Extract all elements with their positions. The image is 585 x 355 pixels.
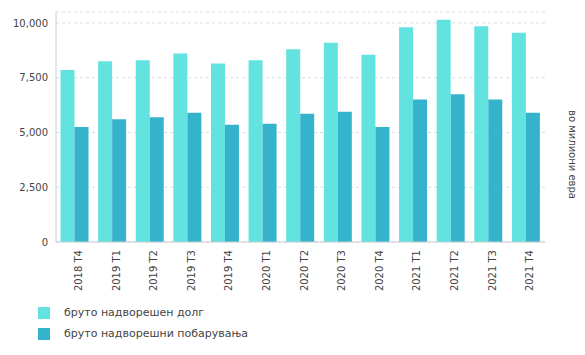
svg-text:2019 T4: 2019 T4 bbox=[223, 250, 234, 291]
svg-text:2020 T4: 2020 T4 bbox=[374, 250, 385, 291]
svg-text:2020 T1: 2020 T1 bbox=[261, 250, 272, 291]
html-text:бруто надворешни побарувања: бруто надворешни побарувања bbox=[64, 327, 249, 340]
svg-text:2018 T4: 2018 T4 bbox=[73, 250, 84, 291]
svg-text:2,500: 2,500 bbox=[19, 182, 48, 193]
svg-text:2021 T4: 2021 T4 bbox=[524, 250, 535, 291]
svg-text:2019 T1: 2019 T1 bbox=[111, 250, 122, 291]
html-text:бруто надворешен долг: бруто надворешен долг bbox=[64, 306, 205, 319]
svg-text:2021 T2: 2021 T2 bbox=[449, 250, 460, 291]
svg-text:10,000: 10,000 bbox=[13, 18, 48, 29]
svg-text:2019 T3: 2019 T3 bbox=[186, 250, 197, 291]
svg-text:5,000: 5,000 bbox=[19, 127, 48, 138]
svg-text:2021 T3: 2021 T3 bbox=[487, 250, 498, 291]
svg-text:2020 T3: 2020 T3 bbox=[336, 250, 347, 291]
svg-text:0: 0 bbox=[42, 237, 48, 248]
svg-text:2021 T1: 2021 T1 bbox=[411, 250, 422, 291]
svg-text:2019 T2: 2019 T2 bbox=[148, 250, 159, 291]
svg-text:2020 T2: 2020 T2 bbox=[299, 250, 310, 291]
svg-text:7,500: 7,500 bbox=[19, 72, 48, 83]
html-text:во милиони евра: во милиони евра bbox=[567, 110, 578, 199]
